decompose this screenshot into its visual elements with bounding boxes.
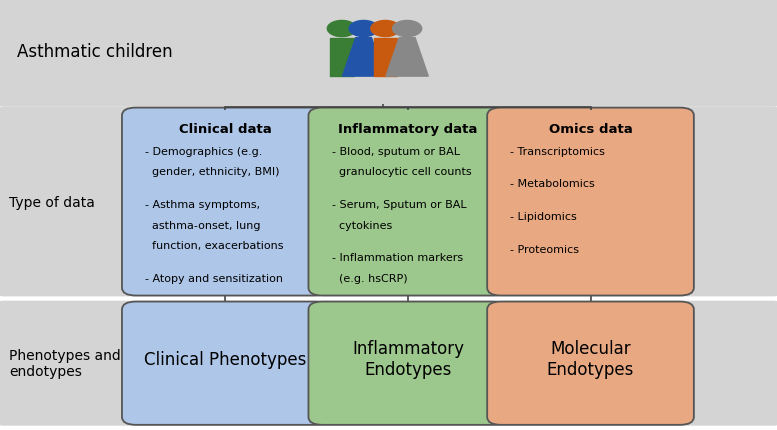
Text: Inflammatory
Endotypes: Inflammatory Endotypes bbox=[352, 340, 464, 378]
Text: - Proteomics: - Proteomics bbox=[510, 244, 580, 254]
Text: Omics data: Omics data bbox=[549, 123, 632, 135]
FancyBboxPatch shape bbox=[122, 302, 329, 425]
FancyBboxPatch shape bbox=[0, 0, 777, 108]
Text: - Lipidomics: - Lipidomics bbox=[510, 212, 577, 221]
Text: - Blood, sputum or BAL: - Blood, sputum or BAL bbox=[332, 146, 460, 156]
Text: gender, ethnicity, BMI): gender, ethnicity, BMI) bbox=[145, 167, 280, 177]
Text: Clinical Phenotypes: Clinical Phenotypes bbox=[145, 350, 306, 368]
Polygon shape bbox=[374, 39, 397, 77]
FancyBboxPatch shape bbox=[0, 108, 777, 297]
Polygon shape bbox=[349, 22, 378, 37]
Text: Phenotypes and
endotypes: Phenotypes and endotypes bbox=[9, 348, 121, 378]
Polygon shape bbox=[343, 39, 385, 77]
Text: cytokines: cytokines bbox=[332, 220, 392, 230]
Text: - Serum, Sputum or BAL: - Serum, Sputum or BAL bbox=[332, 200, 466, 209]
Text: - Metabolomics: - Metabolomics bbox=[510, 179, 595, 189]
Text: - Asthma symptoms,: - Asthma symptoms, bbox=[145, 200, 260, 209]
Text: asthma-onset, lung: asthma-onset, lung bbox=[145, 220, 261, 230]
Text: - Demographics (e.g.: - Demographics (e.g. bbox=[145, 146, 263, 156]
Text: Type of data: Type of data bbox=[9, 195, 96, 209]
FancyBboxPatch shape bbox=[487, 108, 694, 296]
Text: - Atopy and sensitization: - Atopy and sensitization bbox=[145, 273, 284, 283]
Text: granulocytic cell counts: granulocytic cell counts bbox=[332, 167, 472, 177]
FancyBboxPatch shape bbox=[487, 302, 694, 425]
Text: - Transcriptomics: - Transcriptomics bbox=[510, 146, 605, 156]
Text: Molecular
Endotypes: Molecular Endotypes bbox=[547, 340, 634, 378]
FancyBboxPatch shape bbox=[122, 108, 329, 296]
Text: (e.g. hsCRP): (e.g. hsCRP) bbox=[332, 273, 407, 283]
Polygon shape bbox=[392, 22, 422, 37]
Polygon shape bbox=[327, 22, 357, 37]
Polygon shape bbox=[371, 22, 400, 37]
Polygon shape bbox=[386, 39, 428, 77]
Text: Inflammatory data: Inflammatory data bbox=[338, 123, 478, 135]
FancyBboxPatch shape bbox=[0, 301, 777, 426]
Text: function, exacerbations: function, exacerbations bbox=[145, 241, 284, 251]
Text: Asthmatic children: Asthmatic children bbox=[17, 43, 172, 61]
FancyBboxPatch shape bbox=[308, 108, 507, 296]
Polygon shape bbox=[330, 39, 354, 77]
Text: - Inflammation markers: - Inflammation markers bbox=[332, 253, 463, 263]
FancyBboxPatch shape bbox=[308, 302, 507, 425]
Text: Clinical data: Clinical data bbox=[179, 123, 272, 135]
